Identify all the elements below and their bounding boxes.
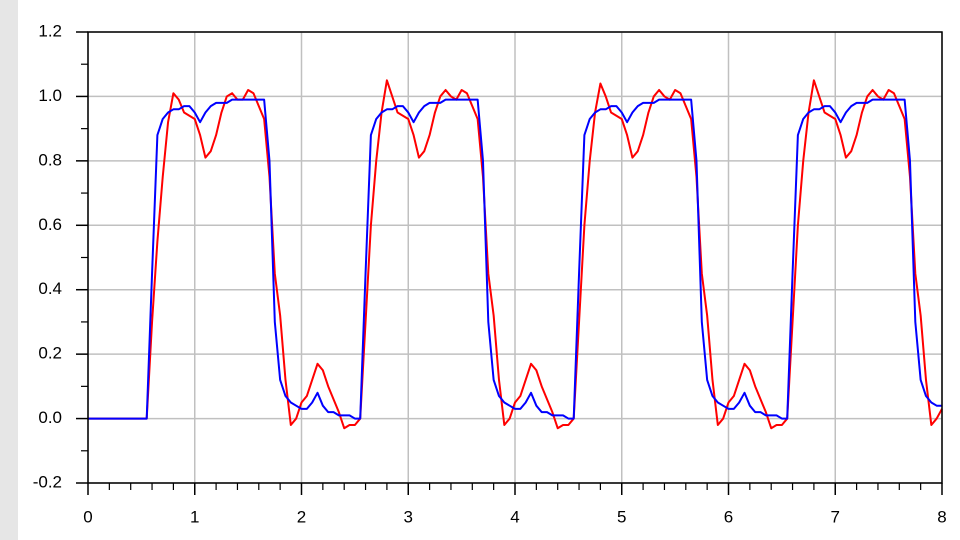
x-tick-label: 6 [724, 507, 733, 526]
y-tick-label: 0.0 [38, 408, 62, 427]
y-tick-label: 1.0 [38, 86, 62, 105]
side-strip [0, 0, 18, 540]
y-tick-label: 1.2 [38, 21, 62, 40]
axis-layer: 0 1 2 3 4 5 6 7 8 -0.2 0.0 0.2 0.4 0.6 0.8 1.0 1.2 [33, 21, 947, 526]
x-tick-label: 2 [297, 507, 306, 526]
y-tick-label: 0.2 [38, 344, 62, 363]
x-tick-label: 1 [190, 507, 199, 526]
y-tick-label: 0.8 [38, 150, 62, 169]
series-line [88, 98, 942, 420]
x-tick-label: 8 [937, 507, 946, 526]
line-layer [88, 79, 943, 430]
series-line [88, 79, 943, 430]
y-tick-label: 0.4 [38, 279, 62, 298]
y-tick-label: -0.2 [33, 472, 62, 491]
x-tick-label: 3 [404, 507, 413, 526]
x-tick-label: 0 [83, 507, 92, 526]
x-tick-label: 7 [831, 507, 840, 526]
x-tick-label: 4 [510, 507, 519, 526]
x-tick-label: 5 [617, 507, 626, 526]
y-tick-label: 0.6 [38, 215, 62, 234]
